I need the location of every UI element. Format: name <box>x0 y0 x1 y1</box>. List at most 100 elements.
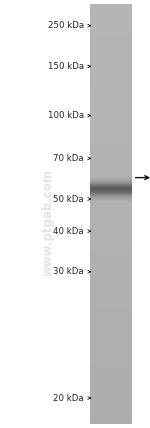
Bar <box>90 92 132 95</box>
Bar <box>90 330 132 331</box>
Bar <box>90 386 132 388</box>
Bar <box>90 333 132 336</box>
Bar <box>90 352 132 354</box>
Bar <box>90 42 132 44</box>
Bar <box>90 65 132 67</box>
Bar <box>90 71 132 74</box>
Bar <box>90 281 132 283</box>
Bar <box>90 216 132 218</box>
Bar <box>90 53 132 55</box>
Bar <box>90 158 132 160</box>
Bar <box>90 415 132 417</box>
Bar <box>90 162 132 163</box>
Bar <box>90 308 132 310</box>
Bar <box>90 325 132 327</box>
Bar <box>90 237 132 239</box>
Bar <box>90 323 132 325</box>
Bar <box>90 405 132 407</box>
Bar <box>90 67 132 69</box>
Bar <box>90 268 132 270</box>
Bar <box>90 181 132 183</box>
Bar <box>90 143 132 145</box>
Bar <box>90 338 132 340</box>
Bar <box>90 382 132 384</box>
Bar <box>90 130 132 132</box>
Bar <box>90 317 132 319</box>
Bar <box>90 101 132 103</box>
Bar <box>90 137 132 139</box>
Bar <box>90 32 132 34</box>
Bar <box>90 202 132 204</box>
Bar <box>90 279 132 281</box>
Text: 100 kDa: 100 kDa <box>48 111 84 120</box>
Bar <box>90 229 132 231</box>
Bar <box>90 88 132 90</box>
Bar <box>90 239 132 241</box>
Text: 20 kDa: 20 kDa <box>53 393 84 403</box>
Bar <box>90 241 132 244</box>
Bar <box>90 178 132 181</box>
Bar <box>90 183 132 184</box>
Bar <box>90 226 132 229</box>
Bar <box>90 218 132 220</box>
Bar <box>90 25 132 27</box>
Bar <box>90 375 132 377</box>
Bar <box>90 224 132 226</box>
Bar <box>90 291 132 294</box>
Bar <box>90 199 132 202</box>
Bar <box>90 380 132 382</box>
Bar <box>90 422 132 424</box>
Bar <box>90 163 132 166</box>
Text: 150 kDa: 150 kDa <box>48 62 84 71</box>
Bar <box>90 113 132 116</box>
Bar <box>90 392 132 394</box>
Bar <box>90 139 132 141</box>
Bar <box>90 17 132 19</box>
Bar <box>90 304 132 306</box>
Bar <box>90 409 132 411</box>
Bar <box>90 212 132 214</box>
Bar <box>90 4 132 6</box>
Bar <box>90 250 132 252</box>
Bar <box>90 40 132 42</box>
Bar <box>90 122 132 124</box>
Bar <box>90 30 132 32</box>
Bar <box>90 367 132 369</box>
Bar <box>90 398 132 401</box>
Bar <box>90 172 132 174</box>
Bar <box>90 84 132 86</box>
Bar <box>90 132 132 134</box>
Bar <box>90 103 132 105</box>
Bar <box>90 61 132 63</box>
Bar <box>90 153 132 155</box>
Bar <box>90 319 132 321</box>
Bar <box>90 359 132 361</box>
Bar <box>90 208 132 210</box>
Bar <box>90 390 132 392</box>
Text: www.ptgab.com: www.ptgab.com <box>42 169 54 276</box>
Bar <box>90 168 132 170</box>
Bar <box>90 357 132 359</box>
Bar <box>90 147 132 149</box>
Bar <box>90 46 132 48</box>
Bar <box>90 15 132 17</box>
Bar <box>90 80 132 82</box>
Bar <box>90 149 132 151</box>
Bar <box>90 407 132 409</box>
Bar <box>90 118 132 119</box>
Bar <box>90 315 132 317</box>
Bar <box>90 99 132 101</box>
Bar <box>90 205 132 208</box>
Bar <box>90 300 132 302</box>
Bar <box>90 86 132 88</box>
Bar <box>90 193 132 195</box>
Bar <box>90 246 132 247</box>
Bar <box>90 44 132 46</box>
Bar <box>90 302 132 304</box>
Bar <box>90 262 132 265</box>
Bar <box>90 184 132 187</box>
Bar <box>90 38 132 40</box>
Bar <box>90 105 132 107</box>
Bar <box>90 95 132 97</box>
Bar <box>90 21 132 23</box>
